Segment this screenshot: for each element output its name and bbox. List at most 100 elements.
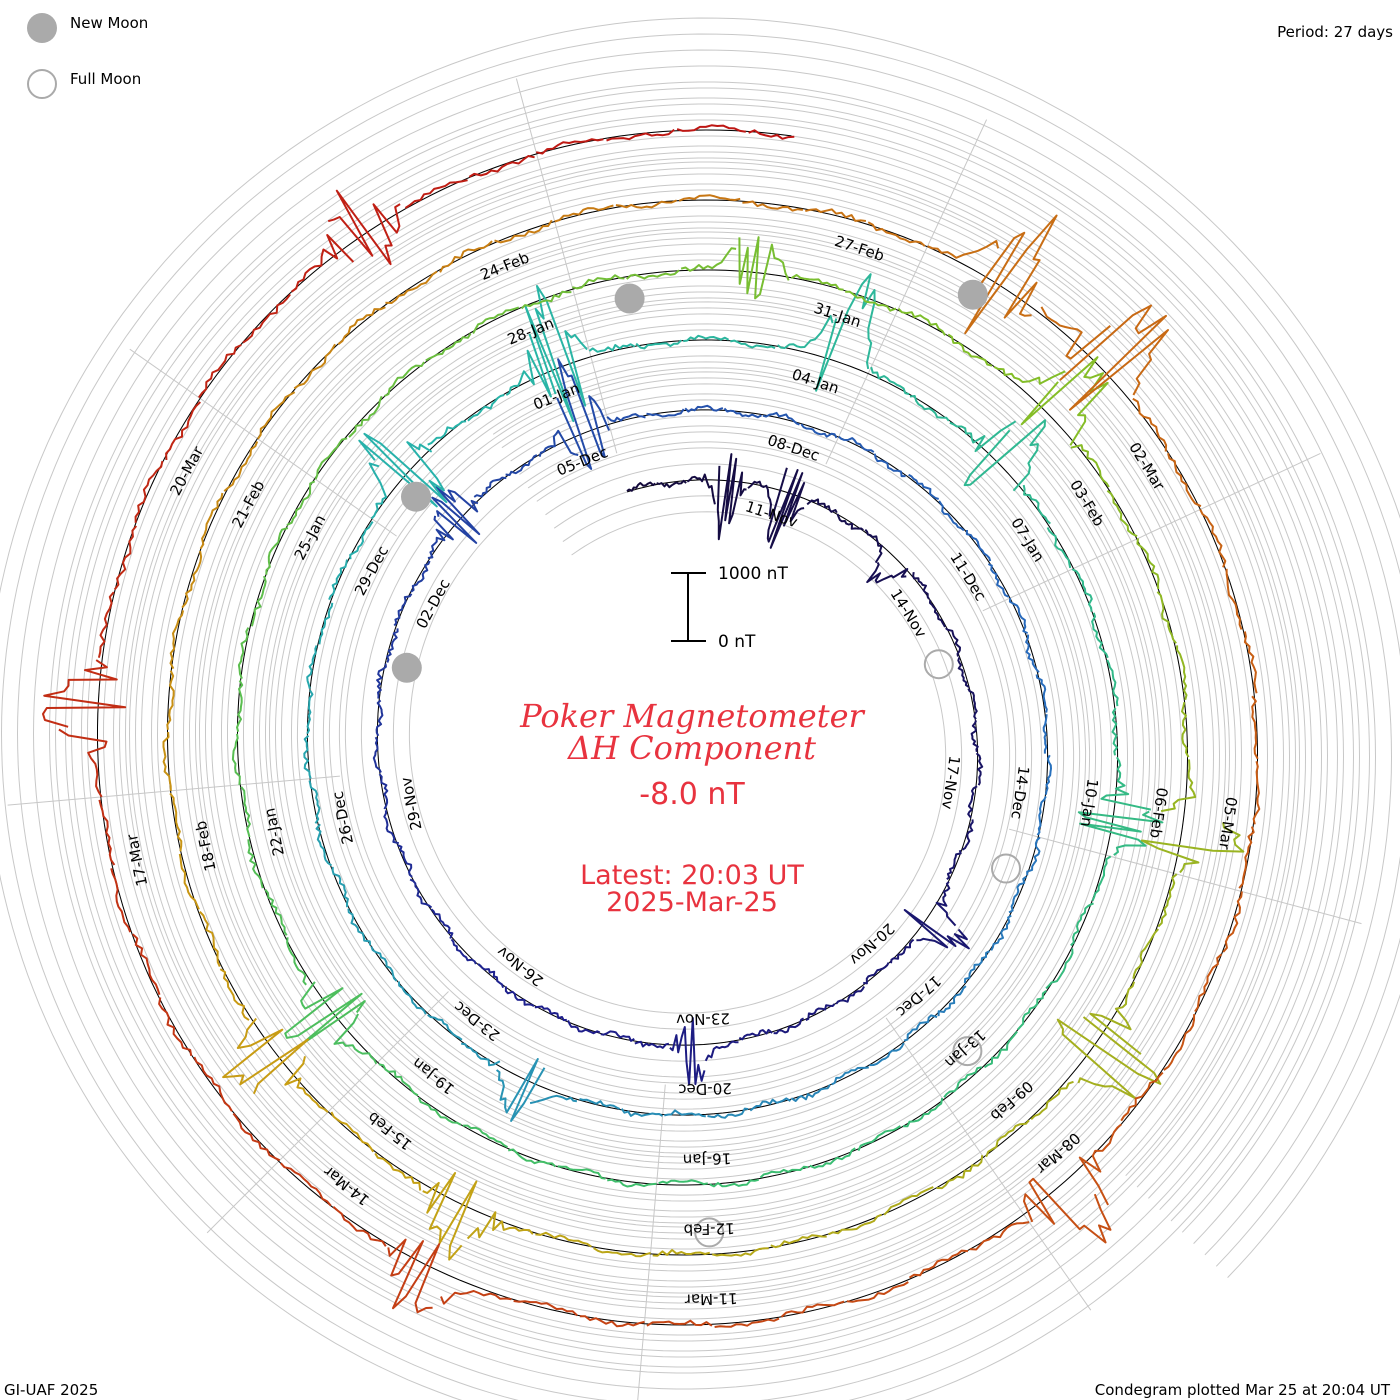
grid-spiral	[0, 17, 1400, 1400]
trace-segment	[158, 997, 193, 1056]
trace-segment	[1106, 489, 1138, 538]
grid-spiral	[32, 65, 1393, 1390]
new-moon-legend-icon	[27, 13, 57, 43]
trace-segment	[809, 1147, 856, 1169]
trace-segment	[938, 500, 965, 532]
trace-segment	[327, 189, 401, 266]
trace-segment	[963, 419, 1046, 492]
trace-segment	[280, 1162, 332, 1207]
trace-segment	[869, 1042, 905, 1067]
trace-segment	[242, 293, 291, 344]
trace-segment	[606, 413, 646, 423]
trace-segment	[870, 366, 910, 396]
day-spoke	[825, 119, 988, 465]
day-spoke	[1009, 828, 1362, 925]
trace-segment	[1059, 304, 1169, 411]
trace-segment	[378, 773, 389, 810]
trace-segment	[1008, 875, 1027, 914]
trace-segment	[935, 881, 957, 927]
trace-segment	[983, 1030, 1018, 1069]
trace-segment	[132, 933, 161, 996]
trace-segment	[504, 986, 535, 1007]
trace-segment	[588, 343, 636, 353]
trace-segment	[97, 591, 115, 658]
day-spoke	[885, 1017, 1092, 1311]
trace-segment	[1199, 508, 1227, 568]
trace-segment	[1140, 822, 1245, 874]
trace-segment	[113, 525, 138, 591]
trace-segment	[308, 780, 321, 824]
trace-segment	[199, 492, 224, 550]
trace-segment	[857, 1125, 901, 1152]
trace-segment	[946, 849, 962, 881]
trace-segment	[937, 985, 967, 1017]
trace-segment	[440, 1290, 512, 1305]
trace-segment	[222, 1017, 309, 1095]
trace-segment	[747, 480, 772, 517]
latest-value: -8.0 nT	[639, 777, 745, 812]
trace-segment	[1078, 1123, 1122, 1206]
new-moon-marker	[957, 279, 988, 310]
trace-segment	[383, 810, 400, 845]
trace-segment	[284, 1056, 329, 1113]
trace-segment	[376, 663, 387, 699]
trace-segment	[1252, 761, 1261, 825]
trace-segment	[505, 454, 538, 476]
trace-segment	[535, 138, 604, 155]
trace-segment	[770, 1234, 827, 1249]
date-label: 18-Feb	[192, 819, 220, 873]
trace-segment	[383, 361, 425, 397]
trace-segment	[1042, 714, 1048, 754]
date-label: 04-Jan	[790, 365, 842, 397]
trace-segment	[902, 1097, 944, 1128]
trace-segment	[333, 1013, 378, 1065]
trace-segment	[838, 435, 875, 453]
full-moon-marker	[694, 1217, 725, 1248]
trace-segment	[556, 358, 611, 470]
trace-segment	[430, 908, 454, 939]
credit-label: GI-UAF 2025	[4, 1381, 98, 1399]
day-spoke	[7, 775, 340, 806]
trace-segment	[286, 937, 307, 986]
trace-segment	[593, 1247, 651, 1258]
trace-segment	[169, 610, 185, 670]
trace-segment	[836, 513, 864, 531]
scale-top-label: 1000 nT	[718, 564, 788, 584]
trace-segment	[410, 560, 431, 593]
date-label: 27-Feb	[832, 232, 886, 265]
trace-segment	[462, 1124, 508, 1148]
trace-segment	[372, 736, 382, 773]
trace-segment	[883, 1186, 934, 1216]
trace-segment	[903, 909, 970, 950]
trace-segment	[835, 986, 865, 1005]
scale-bar: 1000 nT 0 nT	[671, 564, 788, 652]
trace-segment	[534, 1005, 567, 1022]
trace-segment	[467, 394, 505, 422]
trace-segment	[397, 844, 413, 878]
trace-segment	[358, 432, 448, 508]
trace-segment	[286, 480, 316, 526]
trace-segment	[231, 733, 241, 785]
trace-segment	[815, 273, 876, 392]
trace-segment	[1181, 701, 1190, 758]
trace-segment	[349, 521, 374, 560]
trace-segment	[975, 752, 984, 786]
full-moon-legend-label: Full Moon	[70, 70, 141, 88]
trace-segment	[1100, 756, 1152, 811]
trace-segment	[265, 527, 289, 575]
trace-segment	[1157, 873, 1178, 928]
trace-segment	[1070, 902, 1094, 947]
trace-segment	[240, 786, 251, 838]
trace-segment	[866, 561, 909, 584]
trace-segment	[368, 462, 388, 520]
trace-segment	[912, 571, 930, 600]
trace-segment	[315, 823, 333, 867]
date-label: 11-Mar	[684, 1289, 738, 1309]
trace-segment	[970, 720, 979, 753]
trace-segment	[738, 236, 790, 300]
trace-segment	[943, 1066, 983, 1098]
trace-segment	[303, 734, 312, 779]
trace-segment	[1070, 444, 1110, 488]
trace-segment	[1056, 1016, 1162, 1100]
